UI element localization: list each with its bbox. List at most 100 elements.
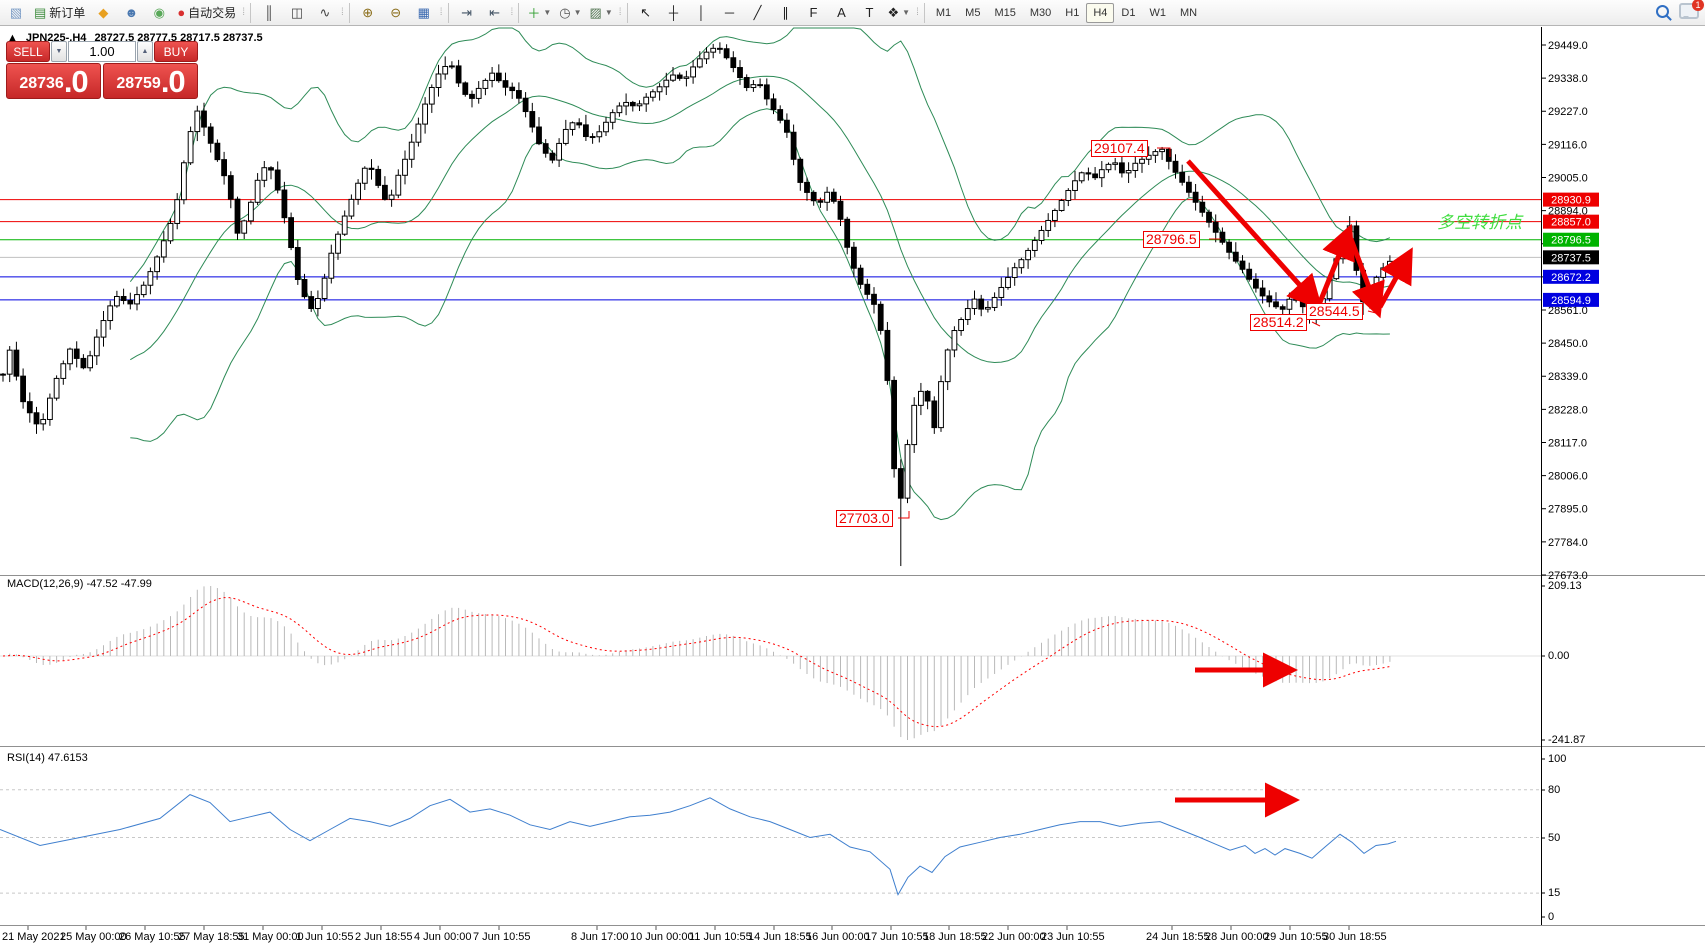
arrows-button[interactable]: ❖ ▼ xyxy=(884,2,915,24)
timeframe-m1-button[interactable]: M1 xyxy=(935,6,952,19)
equidistant-channel-button[interactable]: ∥ xyxy=(772,2,800,24)
autotrading-button[interactable]: ● 自动交易 xyxy=(173,2,240,24)
volume-increase-button[interactable]: ▲ xyxy=(137,41,153,62)
price-label-annotation[interactable]: 28544.5 xyxy=(1306,303,1363,320)
horizontal-line-button[interactable]: ─ xyxy=(716,2,744,24)
svg-text:28594.9: 28594.9 xyxy=(1551,295,1591,307)
timeframe-h4-button[interactable]: H4 xyxy=(1086,2,1115,23)
timeframe-m5-button[interactable]: M5 xyxy=(965,6,981,19)
fibonacci-glyph: F xyxy=(809,5,818,20)
price-label-annotation[interactable]: 28514.2 xyxy=(1250,314,1307,331)
timeframe-mn-button[interactable]: MN xyxy=(1179,6,1198,19)
svg-text:8 Jun 17:00: 8 Jun 17:00 xyxy=(571,931,629,943)
volume-input[interactable]: 1.00 xyxy=(68,41,136,62)
svg-text:209.13: 209.13 xyxy=(1548,580,1582,592)
svg-text:28117.0: 28117.0 xyxy=(1548,437,1587,449)
vertical-line-glyph: │ xyxy=(697,5,706,20)
timeframe-d1-button[interactable]: D1 xyxy=(1121,6,1136,19)
panel-frame xyxy=(0,27,1705,926)
chat-notification-badge: 1 xyxy=(1692,0,1704,11)
svg-text:31 May 00:00: 31 May 00:00 xyxy=(237,931,304,943)
periods-button[interactable]: ◷ ▼ xyxy=(555,2,585,24)
bar-chart-icon-glyph: ║ xyxy=(264,5,274,20)
arrows-button-dropdown-icon[interactable]: ▼ xyxy=(902,8,911,17)
candlestick-series xyxy=(0,42,1393,567)
autotrading-button-label: 自动交易 xyxy=(188,6,237,20)
template-button[interactable]: ▨ ▼ xyxy=(586,2,617,24)
candlestick-chart-icon[interactable]: ◫ xyxy=(283,2,311,24)
auto-scroll-icon-glyph: ⇥ xyxy=(461,4,472,20)
svg-text:27895.0: 27895.0 xyxy=(1548,504,1588,516)
cursor-button[interactable]: ↖ xyxy=(632,2,660,24)
collapse-icon[interactable]: ▲ xyxy=(7,32,18,44)
svg-text:80: 80 xyxy=(1548,784,1560,796)
periods-glyph: ◷ xyxy=(559,4,571,20)
volume-decrease-button[interactable]: ▼ xyxy=(51,41,67,62)
sell-price-panel[interactable]: 28736.0 xyxy=(6,63,101,99)
timeframe-w1-button[interactable]: W1 xyxy=(1149,6,1166,19)
svg-text:14 Jun 18:55: 14 Jun 18:55 xyxy=(748,931,812,943)
svg-text:21 May 2021: 21 May 2021 xyxy=(2,931,66,943)
trendline-button[interactable]: ╱ xyxy=(744,2,772,24)
crosshair-button[interactable]: ┼ xyxy=(660,2,688,24)
buy-price: 28759 xyxy=(116,75,161,92)
cursor-glyph: ↖ xyxy=(640,4,651,20)
timeframe-m30-button[interactable]: M30 xyxy=(1029,6,1052,19)
svg-text:25 May 00:00: 25 May 00:00 xyxy=(60,931,127,943)
svg-text:28930.9: 28930.9 xyxy=(1551,195,1591,207)
svg-text:29449.0: 29449.0 xyxy=(1548,40,1588,52)
buy-button[interactable]: BUY xyxy=(154,41,198,62)
new-chart-icon[interactable]: ▧ xyxy=(2,2,30,24)
indicators-button-dropdown-icon[interactable]: ▼ xyxy=(543,8,552,17)
signals-icon-glyph: ◉ xyxy=(153,4,165,20)
periods-button-dropdown-icon[interactable]: ▼ xyxy=(573,8,582,17)
horizontal-line-glyph: ─ xyxy=(724,5,735,20)
svg-text:2 Jun 18:55: 2 Jun 18:55 xyxy=(355,931,413,943)
chart-shift-icon[interactable]: ⇤ xyxy=(481,2,509,24)
vertical-line-button[interactable]: │ xyxy=(688,2,716,24)
line-chart-icon[interactable]: ∿ xyxy=(311,2,339,24)
candlestick-chart-icon-glyph: ◫ xyxy=(290,4,304,20)
fibonacci-button[interactable]: F xyxy=(800,2,828,24)
sell-button[interactable]: SELL xyxy=(6,41,50,62)
svg-text:28894.0: 28894.0 xyxy=(1548,206,1588,218)
profile-icon[interactable]: ☻ xyxy=(117,2,145,24)
text-glyph: A xyxy=(837,5,846,20)
price-axis: 29449.0 29338.0 29227.0 29116.0 29005.0 28894… xyxy=(1541,40,1599,923)
buy-price-pips: .0 xyxy=(160,64,186,99)
bollinger-bands xyxy=(129,27,1391,521)
text-button[interactable]: A xyxy=(828,2,856,24)
template-button-dropdown-icon[interactable]: ▼ xyxy=(604,8,613,17)
svg-text:17 Jun 10:55: 17 Jun 10:55 xyxy=(865,931,929,943)
price-label-annotation[interactable]: 28796.5 xyxy=(1143,231,1200,248)
bar-chart-icon[interactable]: ║ xyxy=(255,2,283,24)
search-icon[interactable] xyxy=(1656,4,1669,18)
zoom-out-icon[interactable]: ⊖ xyxy=(382,2,410,24)
price-label-annotation[interactable]: 29107.4 xyxy=(1091,140,1148,157)
chat-icon[interactable]: 1 xyxy=(1679,0,1704,19)
zoom-out-icon-glyph: ⊖ xyxy=(390,4,402,20)
svg-text:22 Jun 00:00: 22 Jun 00:00 xyxy=(982,931,1046,943)
new-chart-icon-glyph: ▧ xyxy=(9,4,23,20)
trend-arrows xyxy=(1175,159,1413,818)
timeframe-h1-button[interactable]: H1 xyxy=(1065,6,1080,19)
favorites-icon[interactable]: ◆ xyxy=(89,2,117,24)
price-label-annotation[interactable]: 27703.0 xyxy=(836,510,893,527)
new-order-button-label: 新订单 xyxy=(49,6,86,20)
line-chart-icon-glyph: ∿ xyxy=(319,4,331,20)
new-order-button[interactable]: ▤ 新订单 xyxy=(30,2,89,24)
auto-scroll-icon[interactable]: ⇥ xyxy=(453,2,481,24)
svg-text:26 May 10:55: 26 May 10:55 xyxy=(119,931,186,943)
tile-windows-icon[interactable]: ▦ xyxy=(410,2,438,24)
text-label-button[interactable]: T xyxy=(856,2,884,24)
equidistant-channel-glyph: ∥ xyxy=(782,4,789,20)
buy-price-panel[interactable]: 28759.0 xyxy=(103,63,198,99)
zoom-in-icon[interactable]: ⊕ xyxy=(354,2,382,24)
indicators-button[interactable]: ＋ ▼ xyxy=(523,2,555,24)
svg-text:0.00: 0.00 xyxy=(1548,650,1569,662)
svg-text:10 Jun 00:00: 10 Jun 00:00 xyxy=(630,931,694,943)
timeframe-m15-button[interactable]: M15 xyxy=(994,6,1016,19)
signals-icon[interactable]: ◉ xyxy=(145,2,173,24)
